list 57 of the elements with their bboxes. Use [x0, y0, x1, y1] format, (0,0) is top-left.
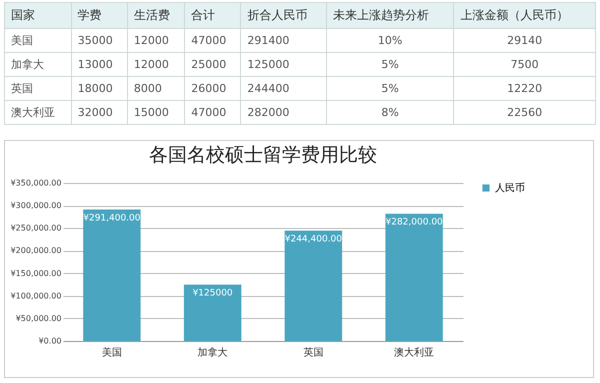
- text: 国家: [4, 2, 72, 28]
- bar: [284, 230, 342, 341]
- text: 47000: [184, 28, 241, 52]
- text: 26000: [184, 76, 241, 100]
- x-tick-label: 加拿大: [198, 346, 228, 358]
- text: 47000: [184, 100, 241, 124]
- text: 未来上涨趋势分析: [326, 2, 454, 28]
- legend-label: 人民币: [495, 182, 525, 194]
- text: 13000: [71, 52, 128, 76]
- text: 15000: [127, 100, 185, 124]
- bar: [83, 209, 141, 341]
- text: 12220: [454, 76, 596, 100]
- text: 291400: [240, 28, 326, 52]
- text: 折合人民币: [240, 2, 326, 28]
- bar: [184, 284, 242, 341]
- text: 8%: [326, 100, 454, 124]
- y-tick-label: ¥150,000.00: [10, 268, 62, 278]
- x-tick-label: 英国: [303, 346, 324, 358]
- text: 上涨金额（人民币）: [454, 2, 596, 28]
- text: 35000: [71, 28, 128, 52]
- text: 282000: [240, 100, 326, 124]
- x-tick-label: 美国: [102, 346, 122, 358]
- text: 244400: [240, 76, 326, 100]
- text: 8000: [127, 76, 185, 100]
- y-tick-label: ¥300,000.00: [10, 201, 62, 210]
- text: 7500: [454, 52, 596, 76]
- text: 美国: [4, 28, 72, 52]
- text: 10%: [326, 28, 454, 52]
- text: 12000: [127, 28, 185, 52]
- text: 生活费: [127, 2, 185, 28]
- data-label: ¥282,000.00: [386, 218, 444, 228]
- text: 合计: [184, 2, 241, 28]
- y-tick-label: ¥350,000.00: [10, 178, 62, 188]
- text: 澳大利亚: [4, 100, 72, 124]
- y-tick-label: ¥0.00: [38, 336, 62, 346]
- y-tick-label: ¥50,000.00: [16, 314, 62, 323]
- data-label: ¥291,400.00: [83, 213, 141, 224]
- y-tick-label: ¥250,000.00: [10, 224, 62, 233]
- y-tick-label: ¥100,000.00: [10, 291, 62, 300]
- text: 加拿大: [4, 52, 72, 76]
- text: 学费: [71, 2, 128, 28]
- data-label: ¥244,400.00: [284, 234, 342, 245]
- text: 29140: [454, 28, 596, 52]
- text: 5%: [326, 76, 454, 100]
- y-tick-label: ¥200,000.00: [10, 246, 62, 256]
- text: 32000: [71, 100, 128, 124]
- chart-title: 各国名校硕士留学费用比较: [149, 144, 377, 166]
- text: 5%: [326, 52, 454, 76]
- bar: [385, 214, 443, 341]
- text: 22560: [454, 100, 596, 124]
- text: 25000: [184, 52, 241, 76]
- text: 12000: [127, 52, 185, 76]
- x-tick-label: 澳大利亚: [394, 346, 434, 358]
- text: 英国: [4, 76, 72, 100]
- text: 125000: [240, 52, 326, 76]
- text: 18000: [71, 76, 128, 100]
- data-label: ¥125000: [192, 288, 233, 299]
